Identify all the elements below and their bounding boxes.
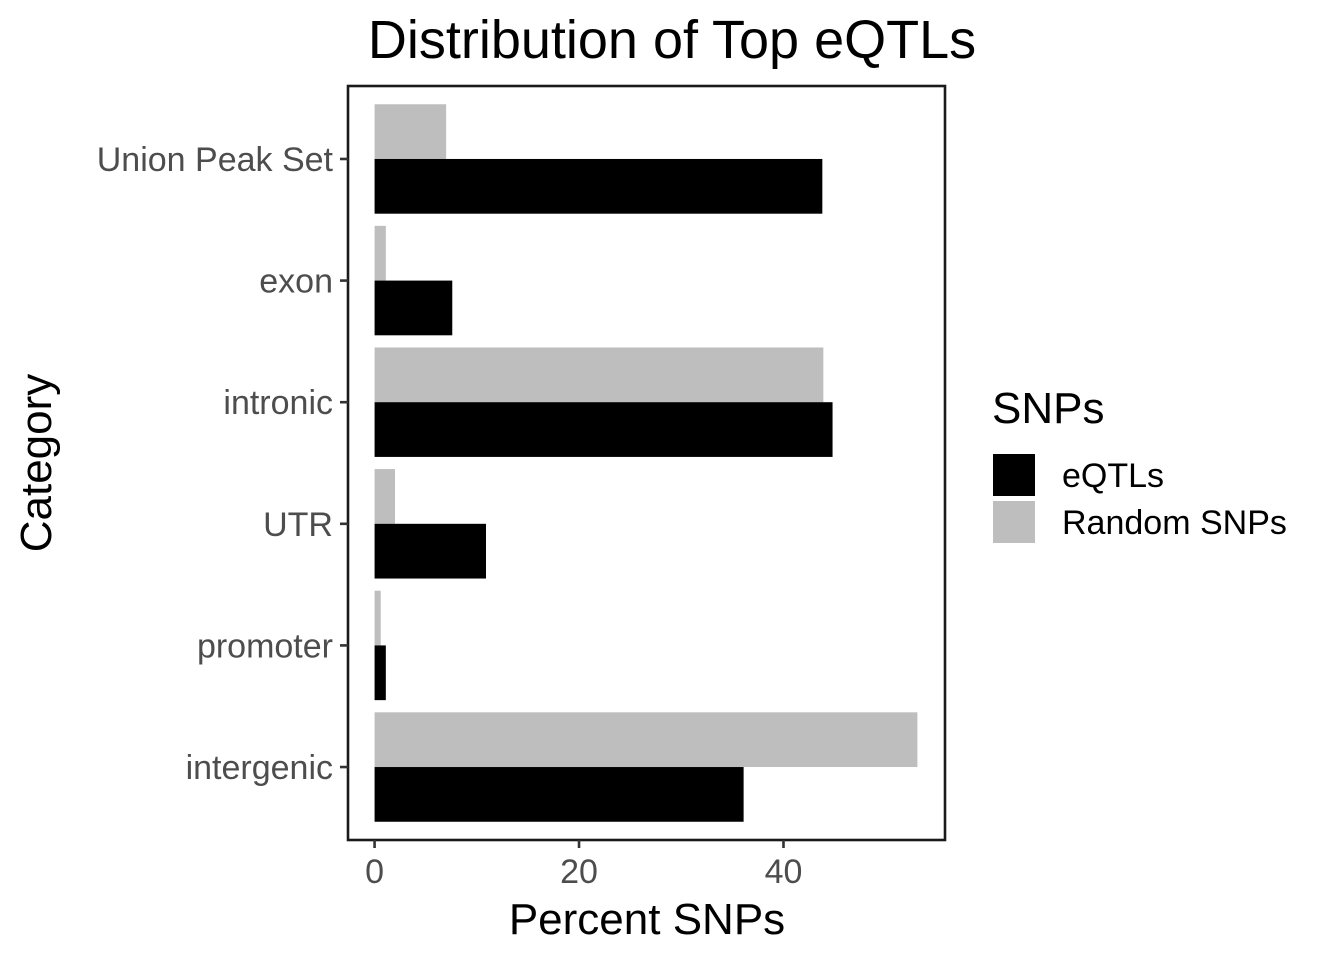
x-tick-label: 20	[560, 853, 598, 891]
y-tick-label: intronic	[223, 384, 333, 422]
bar-random-snps-intergenic	[374, 712, 918, 768]
y-tick-label: exon	[259, 263, 333, 301]
legend-key-eqtls	[993, 454, 1035, 496]
bar-eqtls-intergenic	[374, 767, 744, 822]
y-axis-title: Category	[12, 374, 61, 553]
x-axis-title: Percent SNPs	[509, 895, 785, 944]
y-tick-label: intergenic	[186, 749, 333, 787]
bars-layer	[374, 104, 918, 822]
legend-title: SNPs	[992, 384, 1104, 433]
legend-key-random-snps	[993, 501, 1035, 543]
legend-label: eQTLs	[1062, 457, 1164, 495]
bar-random-snps-intronic	[374, 347, 824, 403]
chart-title: Distribution of Top eQTLs	[368, 10, 976, 70]
legend: SNPs eQTLs Random SNPs	[992, 384, 1287, 543]
bar-eqtls-union-peak-set	[374, 158, 823, 214]
bar-eqtls-intronic	[374, 402, 833, 457]
y-tick-label: Union Peak Set	[97, 141, 334, 179]
x-axis: 0 20 40	[365, 840, 802, 891]
bar-eqtls-promoter	[374, 645, 386, 701]
bar-random-snps-union-peak-set	[374, 104, 447, 159]
x-tick-label: 0	[365, 853, 384, 891]
y-tick-label: UTR	[263, 506, 333, 544]
bar-eqtls-utr	[374, 523, 487, 579]
legend-label: Random SNPs	[1062, 504, 1287, 542]
bar-random-snps-exon	[374, 225, 386, 281]
bar-eqtls-exon	[374, 280, 453, 336]
x-tick-label: 40	[765, 853, 803, 891]
plot-panel-border	[346, 84, 947, 842]
bar-random-snps-promoter	[374, 590, 381, 646]
legend-items: eQTLs Random SNPs	[993, 454, 1287, 543]
y-tick-label: promoter	[197, 627, 333, 665]
y-axis: Union Peak Set exon intronic UTR promoter int…	[97, 141, 348, 787]
bar-random-snps-utr	[374, 469, 396, 524]
